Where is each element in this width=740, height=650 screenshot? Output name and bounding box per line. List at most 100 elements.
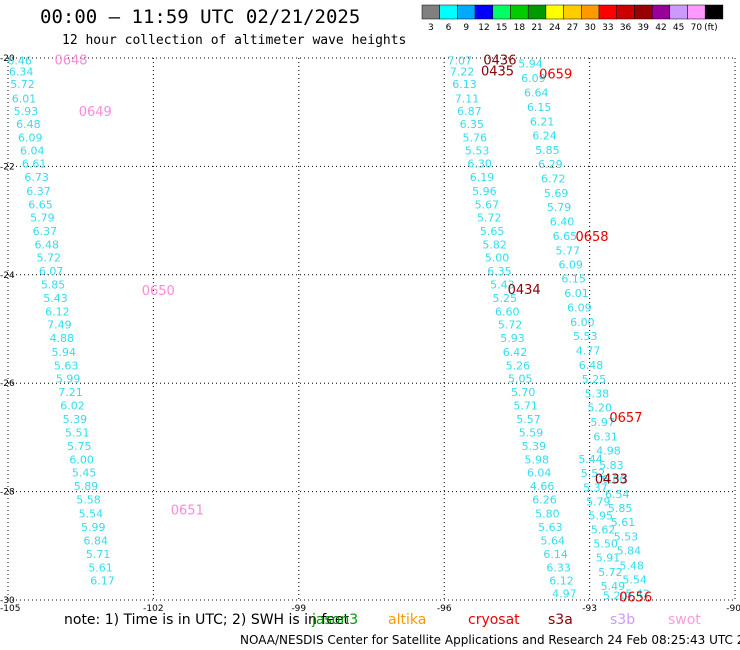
wave-height-point: 5.61	[88, 561, 113, 574]
mission-label-jason3: jason3	[312, 612, 359, 628]
pass-time-label: 0434	[508, 283, 541, 298]
wave-height-point: 5.96	[472, 185, 497, 198]
wave-height-point: 4.88	[50, 332, 75, 345]
wave-height-point: 5.76	[462, 132, 487, 145]
colorbar-label: 24	[549, 23, 561, 33]
colorbar-label: 18	[514, 23, 526, 33]
wave-height-point: 6.87	[457, 105, 482, 118]
wave-height-point: 6.33	[546, 561, 571, 574]
wave-height-point: 5.80	[535, 507, 560, 520]
wave-height-point: 5.85	[535, 144, 560, 157]
y-tick-label: -20	[0, 54, 15, 64]
wave-height-point: 5.54	[622, 573, 647, 586]
wave-height-point: 6.65	[553, 230, 578, 243]
x-tick-label: -90	[726, 604, 740, 614]
wave-height-point: 6.48	[35, 238, 60, 251]
wave-height-point: 6.00	[570, 316, 595, 329]
wave-height-point: 6.01	[564, 287, 589, 300]
colorbar-label: 42	[655, 23, 666, 33]
colorbar-label: 70	[691, 23, 703, 33]
altimeter-track-3: 5.946.096.646.156.216.245.856.296.725.69…	[518, 57, 650, 600]
colorbar-label: 27	[567, 23, 578, 33]
wave-height-point: 4.98	[596, 444, 621, 457]
wave-height-point: 5.26	[506, 359, 531, 372]
wave-height-point: 6.02	[60, 399, 85, 412]
wave-height-point: 5.20	[603, 590, 628, 603]
wave-height-point: 5.85	[41, 279, 66, 292]
colorbar-label: 3	[428, 23, 434, 33]
wave-height-point: 5.52	[581, 467, 606, 480]
wave-height-point: 5.98	[525, 454, 550, 467]
wave-height-point: 5.39	[522, 440, 547, 453]
wave-height-point: 5.43	[43, 292, 68, 305]
wave-height-point: 6.48	[16, 118, 41, 131]
pass-time-label: 0649	[79, 105, 112, 120]
y-tick-label: -26	[0, 379, 15, 389]
wave-height-point: 6.30	[467, 158, 492, 171]
mission-label-s3b: s3b	[610, 612, 636, 628]
pass-time-label: 0650	[142, 284, 175, 299]
wave-height-point: 5.72	[477, 211, 502, 224]
wave-height-point: 5.50	[593, 538, 618, 551]
wave-height-point: 5.53	[573, 330, 598, 343]
altimeter-track-1: 6.466.345.726.015.936.486.096.046.616.73…	[7, 55, 114, 588]
wave-height-point: 6.31	[593, 430, 618, 443]
wave-height-point: 6.15	[527, 101, 552, 114]
wave-height-point: 5.59	[519, 427, 544, 440]
pass-time-label: 0658	[575, 230, 608, 245]
wave-height-point: 6.04	[20, 145, 45, 158]
colorbar-label: 21	[531, 23, 542, 33]
pass-time-label: 0651	[171, 504, 204, 519]
wave-height-point: 5.20	[588, 402, 613, 415]
wave-height-point: 5.61	[611, 516, 636, 529]
wave-height-point: 6.54	[605, 488, 630, 501]
wave-height-point: 5.39	[63, 413, 88, 426]
wave-height-point: 6.35	[487, 265, 512, 278]
colorbar-label: 9	[463, 23, 469, 33]
wave-height-point: 6.13	[452, 78, 477, 91]
wave-height-point: 6.26	[532, 494, 557, 507]
wave-height-point: 5.72	[36, 251, 61, 264]
wave-height-point: 6.17	[90, 574, 115, 587]
colorbar-label: 30	[584, 23, 596, 33]
wave-height-point: 5.70	[511, 386, 536, 399]
wave-height-point: 6.73	[24, 171, 49, 184]
colorbar-label: 33	[602, 23, 613, 33]
wave-height-point: 5.37	[583, 481, 608, 494]
wave-height-point: 5.00	[485, 251, 510, 264]
wave-height-point: 5.67	[475, 198, 500, 211]
wave-height-point: 5.64	[541, 534, 566, 547]
altimeter-track-2: 7.077.226.137.116.876.355.765.536.306.19…	[447, 55, 576, 601]
wave-height-point: 5.99	[56, 372, 81, 385]
x-tick-label: -96	[437, 604, 452, 614]
mission-label-s3a: s3a	[548, 612, 573, 628]
wave-height-point: 6.19	[470, 171, 495, 184]
wave-height-point: 5.44	[578, 453, 603, 466]
pass-time-label: 0659	[539, 67, 572, 82]
wave-height-point: 5.91	[596, 552, 621, 565]
mission-label-swot: swot	[668, 612, 701, 628]
wave-height-point: 5.95	[588, 509, 613, 522]
wave-height-point: 6.64	[524, 87, 549, 100]
wave-height-point: 5.38	[585, 387, 610, 400]
wave-height-point: 4.66	[530, 480, 555, 493]
wave-height-point: 6.48	[579, 359, 604, 372]
y-tick-label: -30	[0, 596, 15, 606]
wave-height-point: 6.72	[541, 172, 566, 185]
wave-height-point: 5.97	[590, 416, 615, 429]
wave-height-point: 7.07	[447, 55, 472, 68]
wave-height-point: 5.43	[490, 279, 515, 292]
wave-height-point: 4.77	[576, 345, 601, 358]
wave-height-point: 6.12	[45, 306, 70, 319]
mission-label-altika: altika	[388, 612, 427, 628]
wave-height-point: 5.93	[14, 105, 39, 118]
wave-height-point: 5.63	[54, 359, 79, 372]
pass-time-label: 0435	[481, 65, 514, 80]
wave-height-point: 5.75	[67, 440, 92, 453]
colorbar-label: 6	[446, 23, 452, 33]
pass-time-label: 0433	[595, 473, 628, 488]
wave-height-point: 6.09	[567, 301, 592, 314]
wave-height-point: 5.65	[480, 225, 505, 238]
